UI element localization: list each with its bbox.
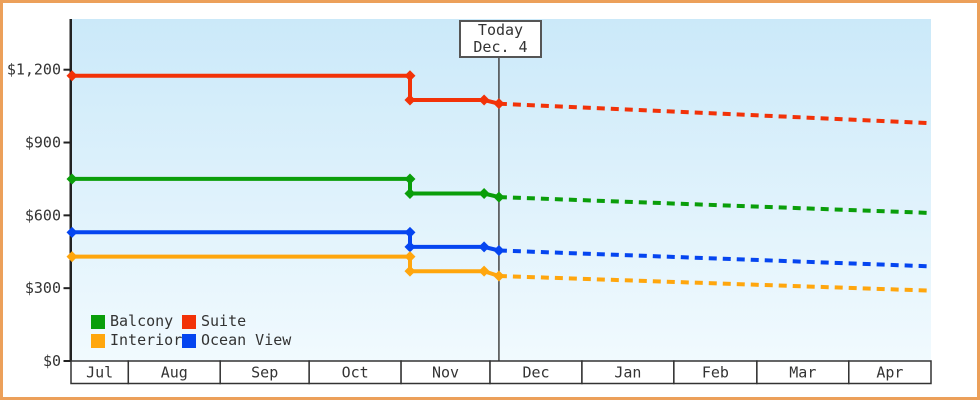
month-label: Aug (161, 364, 188, 382)
data-point-marker-interior (404, 251, 416, 263)
chart-legend: Balcony Suite Interior Ocean View (91, 312, 291, 350)
data-point-marker-interior (478, 265, 490, 277)
y-axis-tick (63, 214, 71, 217)
series-forecast-ocean-view (498, 248, 929, 269)
month-label: Apr (876, 364, 903, 382)
data-point-marker-ocean-view (493, 245, 505, 257)
month-label: Jul (86, 364, 113, 382)
series-forecast-balcony (498, 195, 929, 215)
month-cell (848, 360, 932, 385)
data-point-marker-ocean-view (404, 241, 416, 253)
legend-swatch-interior (91, 333, 105, 348)
y-axis-tick-label: $1,200 (7, 61, 61, 79)
data-point-marker-interior (66, 251, 78, 263)
y-axis-tick-label: $300 (25, 279, 61, 297)
data-point-marker-suite (404, 70, 416, 82)
data-point-marker-balcony (493, 191, 505, 203)
data-point-marker-balcony (404, 173, 416, 185)
legend-label: Ocean View (201, 331, 292, 349)
data-point-marker-suite (66, 70, 78, 82)
legend-label: Interior (110, 331, 183, 349)
y-axis-tick (63, 68, 71, 71)
today-annotation-box: Today Dec. 4 (459, 20, 542, 58)
month-label: Mar (789, 364, 816, 382)
month-label: Sep (251, 364, 278, 382)
plot-area (71, 19, 931, 361)
data-point-marker-balcony (66, 173, 78, 185)
legend-item-suite[interactable]: Suite (182, 312, 291, 331)
data-point-marker-suite (493, 98, 505, 110)
legend-item-ocean-view[interactable]: Ocean View (182, 331, 291, 350)
legend-item-interior[interactable]: Interior (91, 331, 182, 350)
month-label: Dec (522, 364, 549, 382)
legend-swatch-suite (182, 314, 196, 329)
y-axis-tick-label: $900 (25, 134, 61, 152)
y-axis-tick (63, 141, 71, 144)
legend-swatch-ocean-view (182, 333, 196, 348)
month-label: Oct (342, 364, 369, 382)
data-point-marker-ocean-view (66, 226, 78, 238)
month-label: Nov (432, 364, 459, 382)
y-axis-line (69, 19, 72, 362)
series-forecast-interior (498, 274, 929, 293)
data-point-marker-interior (404, 265, 416, 277)
data-point-marker-ocean-view (478, 241, 490, 253)
month-label: Feb (702, 364, 729, 382)
data-point-marker-balcony (478, 188, 490, 200)
today-date-label: Dec. 4 (473, 38, 528, 56)
y-axis-tick-label: $600 (25, 206, 61, 224)
legend-swatch-balcony (91, 314, 105, 329)
data-point-marker-interior (493, 270, 505, 282)
month-label: Jan (614, 364, 641, 382)
today-label: Today (477, 21, 524, 39)
legend-label: Balcony (110, 312, 174, 330)
data-point-marker-suite (404, 94, 416, 106)
legend-label: Suite (201, 312, 247, 330)
legend-item-balcony[interactable]: Balcony (91, 312, 182, 331)
y-axis-tick (63, 360, 71, 362)
data-point-marker-balcony (404, 188, 416, 200)
y-axis-tick-label: $0 (43, 352, 61, 370)
data-point-marker-suite (478, 94, 490, 106)
data-point-marker-ocean-view (404, 226, 416, 238)
series-forecast-suite (498, 101, 929, 126)
y-axis-tick (63, 287, 71, 290)
